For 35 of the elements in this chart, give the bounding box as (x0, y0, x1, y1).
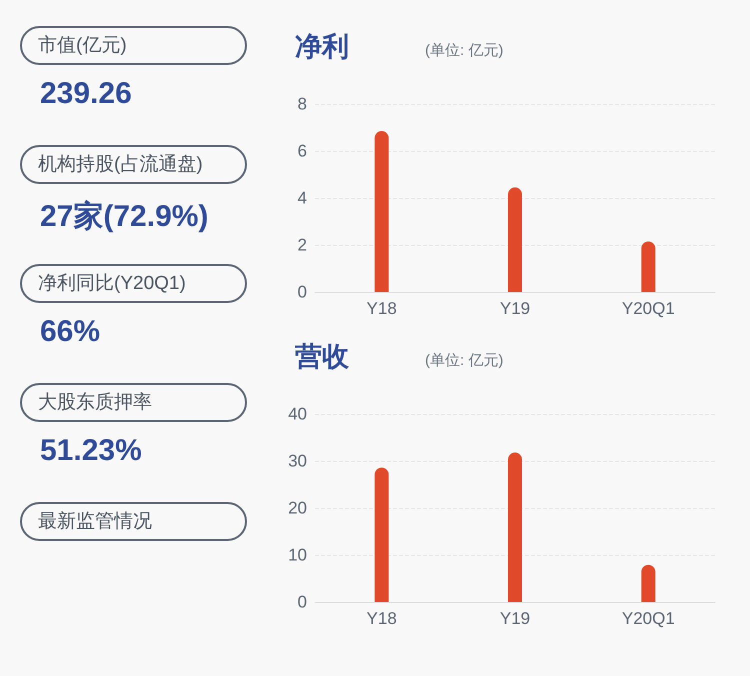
y-tick-label: 0 (298, 282, 307, 302)
x-tick-label: Y19 (500, 299, 530, 318)
bar (374, 131, 389, 292)
x-tick-label: Y20Q1 (622, 609, 675, 628)
x-tick-label: Y19 (500, 609, 530, 628)
y-tick-label: 10 (288, 546, 307, 564)
text: 机构持股(占流通盘) (20, 145, 247, 184)
chart-title: 营收 (294, 342, 350, 372)
text: 市值(亿元) (20, 26, 247, 65)
text: 239.26 (39, 76, 133, 112)
y-tick-label: 6 (298, 142, 307, 160)
y-tick-label: 40 (288, 404, 307, 424)
text: 66% (39, 314, 102, 350)
y-tick-label: 2 (298, 236, 307, 254)
y-tick-label: 20 (288, 498, 307, 518)
text: 大股东质押率 (20, 383, 247, 422)
y-tick-label: 4 (298, 188, 307, 208)
chart-subtitle: (单位: 亿元) (425, 352, 504, 369)
text: 最新监管情况 (20, 502, 247, 541)
bar (508, 452, 522, 602)
x-tick-label: Y18 (366, 299, 397, 318)
y-tick-label: 30 (288, 452, 307, 470)
y-tick-label: 8 (298, 94, 307, 114)
bar (508, 187, 522, 292)
text: 27家(72.9%) (39, 198, 210, 235)
text: 净利同比(Y20Q1) (20, 264, 247, 303)
chart-subtitle: (单位: 亿元) (425, 42, 504, 59)
bar (641, 241, 656, 292)
x-tick-label: Y20Q1 (622, 299, 675, 318)
y-tick-label: 0 (298, 592, 307, 612)
x-tick-label: Y18 (366, 609, 397, 628)
bar (641, 564, 656, 602)
chart-title: 净利 (295, 32, 349, 62)
bar (374, 468, 389, 602)
text: 51.23% (39, 433, 143, 469)
